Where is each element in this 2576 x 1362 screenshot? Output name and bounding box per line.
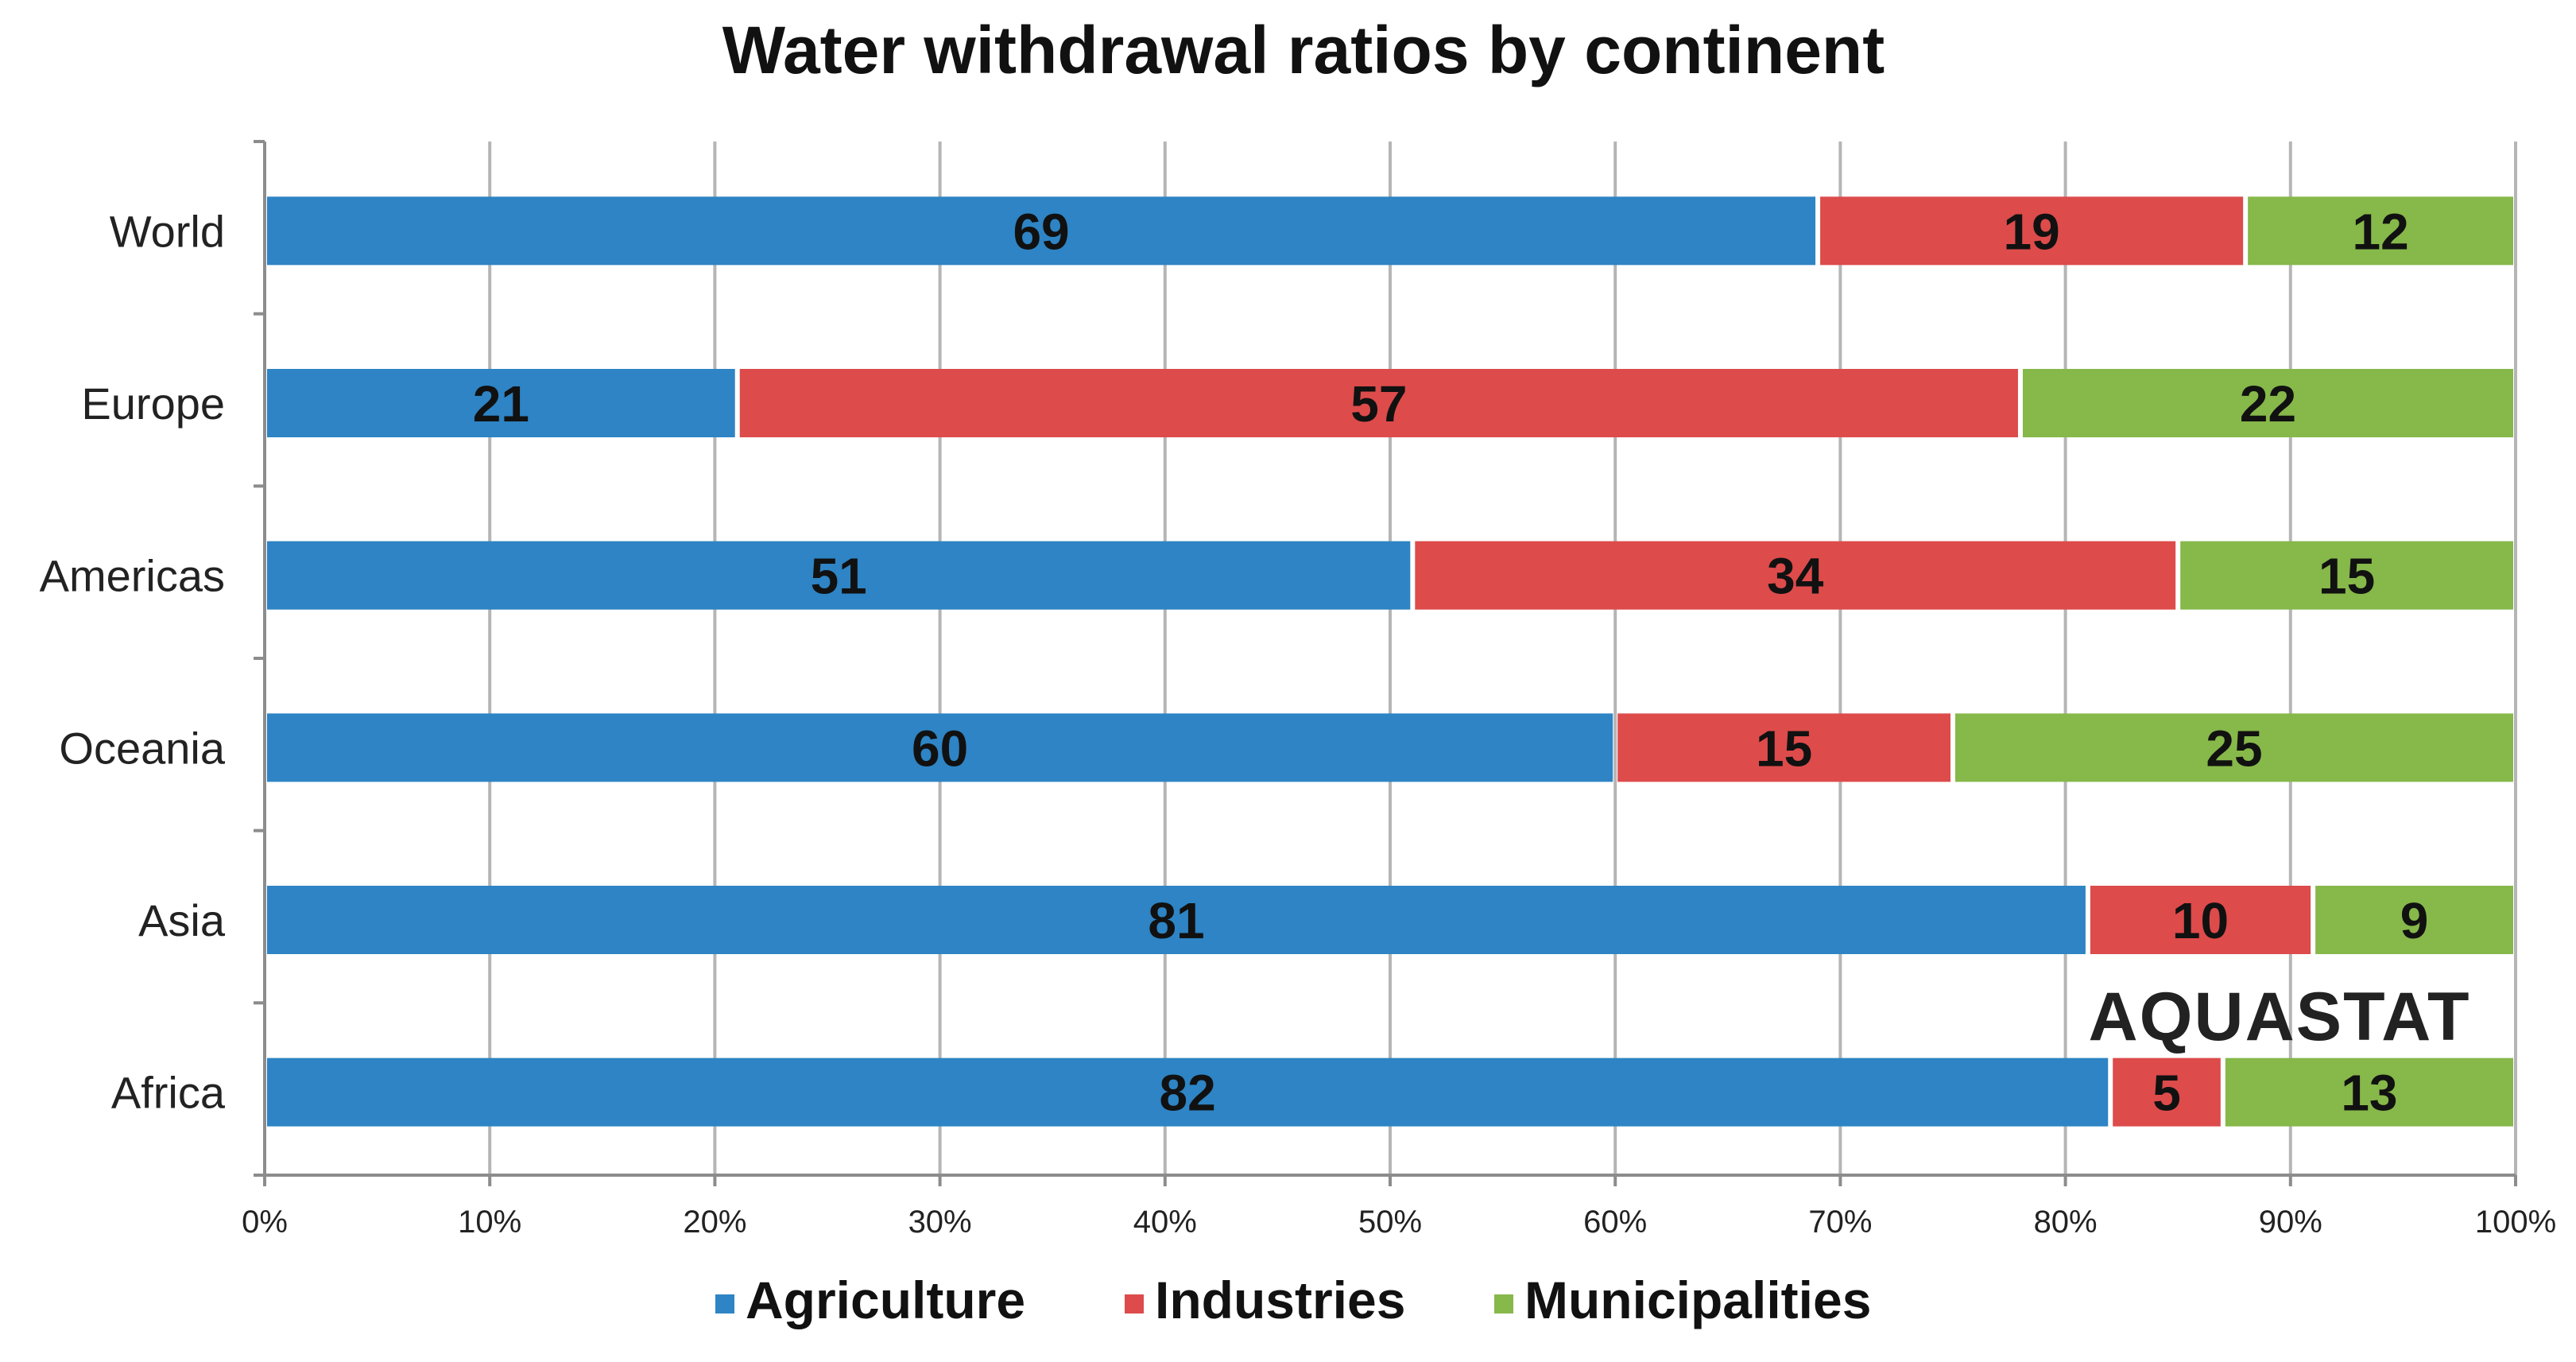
- data-label-africa-agriculture: 82: [1160, 1065, 1216, 1122]
- x-tick-label: 100%: [2475, 1205, 2556, 1240]
- x-tick-label: 0%: [242, 1205, 288, 1240]
- legend-swatch-municipalities: [1494, 1294, 1513, 1313]
- bar-oceania-industries: [1617, 713, 1950, 782]
- category-label-americas: Americas: [40, 551, 225, 601]
- bar-asia-municipalities: [2315, 886, 2513, 954]
- legend-label-municipalities: Municipalities: [1524, 1271, 1871, 1329]
- data-label-oceania-municipalities: 25: [2206, 720, 2262, 777]
- category-label-world: World: [110, 206, 225, 256]
- legend-label-industries: Industries: [1155, 1271, 1405, 1329]
- x-tick-label: 50%: [1358, 1205, 1422, 1240]
- data-label-africa-municipalities: 13: [2341, 1065, 2397, 1122]
- bar-americas-agriculture: [267, 541, 1411, 610]
- category-label-europe: Europe: [81, 378, 225, 429]
- data-label-americas-industries: 34: [1767, 548, 1824, 605]
- data-label-europe-industries: 57: [1350, 375, 1407, 433]
- bar-americas-industries: [1415, 541, 2176, 610]
- category-label-oceania: Oceania: [59, 723, 225, 773]
- data-label-world-agriculture: 69: [1013, 203, 1069, 260]
- bar-africa-industries: [2113, 1057, 2221, 1127]
- data-label-asia-municipalities: 9: [2400, 892, 2429, 949]
- x-tick-label: 80%: [2034, 1205, 2098, 1240]
- data-label-world-municipalities: 12: [2352, 203, 2408, 260]
- x-tick-label: 90%: [2259, 1205, 2322, 1240]
- x-tick-label: 30%: [908, 1205, 972, 1240]
- data-label-asia-agriculture: 81: [1148, 892, 1204, 949]
- category-label-asia: Asia: [138, 895, 226, 945]
- data-label-oceania-agriculture: 60: [912, 720, 968, 777]
- chart-title: Water withdrawal ratios by continent: [722, 13, 1885, 87]
- data-label-asia-industries: 10: [2172, 892, 2229, 949]
- bar-world-agriculture: [267, 196, 1816, 266]
- x-tick-label: 40%: [1133, 1205, 1197, 1240]
- bar-oceania-municipalities: [1955, 713, 2513, 782]
- legend-swatch-agriculture: [715, 1294, 734, 1313]
- legend-item-industries: Industries: [1125, 1271, 1405, 1329]
- data-label-europe-municipalities: 22: [2240, 375, 2296, 433]
- data-label-oceania-industries: 15: [1756, 720, 1812, 777]
- x-tick-label: 20%: [683, 1205, 746, 1240]
- legend-item-municipalities: Municipalities: [1494, 1271, 1871, 1329]
- legend-label-agriculture: Agriculture: [746, 1271, 1025, 1329]
- bar-africa-agriculture: [267, 1057, 2109, 1127]
- bar-europe-agriculture: [267, 369, 735, 437]
- legend: Agriculture Industries Municipalities: [715, 1271, 1871, 1329]
- bar-asia-agriculture: [267, 886, 2086, 954]
- bar-americas-municipalities: [2180, 541, 2513, 610]
- gridlines: [263, 142, 2517, 1175]
- data-label-europe-agriculture: 21: [473, 375, 529, 433]
- data-label-americas-agriculture: 51: [811, 548, 867, 605]
- bar-oceania-agriculture: [267, 713, 1613, 782]
- data-label-americas-municipalities: 15: [2318, 548, 2375, 605]
- data-label-world-industries: 19: [2004, 203, 2060, 260]
- bar-world-municipalities: [2248, 196, 2513, 266]
- bar-europe-industries: [739, 369, 2018, 437]
- axes: [254, 140, 2517, 1186]
- bar-asia-industries: [2090, 886, 2311, 954]
- x-tick-label: 60%: [1583, 1205, 1647, 1240]
- bar-africa-municipalities: [2225, 1057, 2513, 1127]
- bar-world-industries: [1820, 196, 2244, 266]
- category-label-africa: Africa: [111, 1068, 226, 1118]
- labels: 0% 10% 20% 30% 40% 50% 60% 70% 80% 90% 100% World 69…: [40, 203, 2557, 1240]
- legend-item-agriculture: Agriculture: [715, 1271, 1025, 1329]
- watermark-aquastat: AQUASTAT: [2089, 979, 2471, 1055]
- bar-europe-municipalities: [2022, 369, 2513, 437]
- data-label-africa-industries: 5: [2152, 1065, 2181, 1122]
- bars: [267, 196, 2513, 1127]
- x-tick-label: 70%: [1808, 1205, 1872, 1240]
- legend-swatch-industries: [1125, 1294, 1144, 1313]
- x-tick-label: 10%: [458, 1205, 521, 1240]
